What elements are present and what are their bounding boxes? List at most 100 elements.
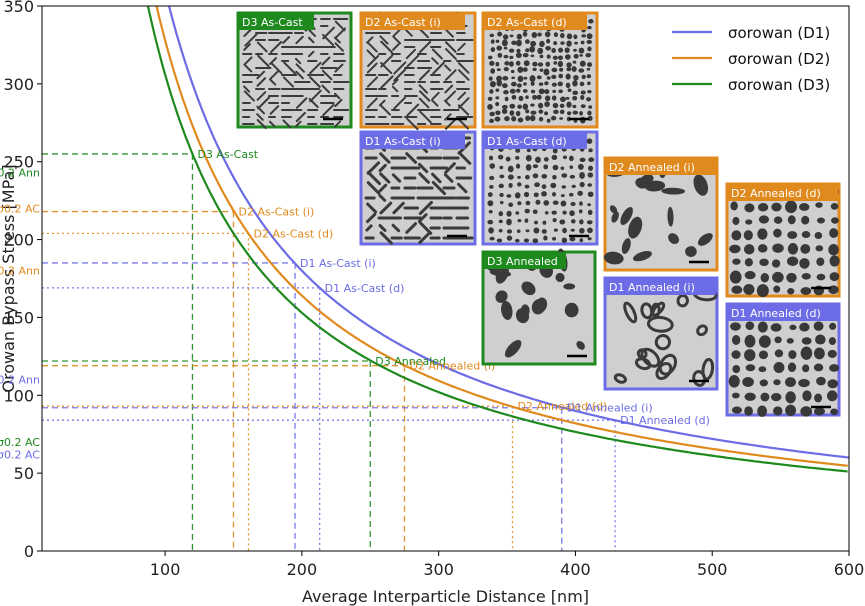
texture-mark [308, 97, 319, 109]
texture-mark [543, 235, 548, 241]
texture-mark [544, 111, 549, 116]
texture-mark [322, 33, 335, 47]
texture-mark [553, 109, 559, 115]
texture-mark [560, 41, 565, 45]
texture-mark [588, 157, 595, 163]
texture-mark [668, 233, 680, 245]
texture-mark [270, 40, 283, 54]
texture-mark [566, 40, 572, 47]
texture-mark [744, 392, 756, 401]
stress-curves [146, 6, 849, 473]
texture-mark [532, 238, 539, 244]
texture-mark [553, 228, 558, 232]
inset-title-bg [361, 13, 465, 30]
texture-mark [757, 228, 768, 240]
texture-mark [579, 172, 585, 179]
x-tick-label: 500 [697, 560, 728, 579]
texture-mark [759, 379, 768, 387]
texture-mark [366, 170, 382, 186]
texture-mark [829, 228, 839, 238]
texture-mark [522, 89, 528, 93]
texture-mark [509, 55, 514, 60]
annotation-label: D1 As-Cast (d) [325, 282, 405, 295]
texture-mark [524, 184, 530, 189]
texture-mark [578, 47, 585, 54]
texture-mark [773, 216, 783, 224]
texture-mark [378, 183, 388, 193]
texture-mark [553, 61, 558, 65]
inset-title: D1 As-Cast (d) [487, 135, 567, 148]
y-tick-label: 300 [3, 75, 34, 94]
texture-mark [504, 339, 522, 358]
texture-mark [379, 172, 391, 184]
texture-mark [525, 109, 530, 114]
texture-mark [522, 67, 528, 72]
texture-mark [654, 334, 672, 351]
texture-mark [489, 184, 494, 189]
texture-mark [495, 290, 508, 303]
texture-mark [546, 76, 551, 80]
micrograph-inset: D2 As-Cast (i) [359, 11, 477, 131]
texture-mark [256, 77, 267, 87]
texture-mark [444, 113, 452, 121]
texture-mark [489, 236, 495, 241]
texture-mark [283, 61, 296, 75]
texture-mark [800, 287, 812, 295]
texture-mark [744, 203, 755, 213]
texture-mark [564, 302, 579, 318]
texture-mark [417, 162, 429, 174]
texture-mark [551, 95, 557, 101]
micrograph-inset: D3 Annealed [481, 248, 597, 366]
texture-mark [530, 110, 537, 115]
texture-mark [532, 61, 538, 67]
micrograph-inset: D3 As-Cast [236, 11, 353, 130]
texture-mark [307, 36, 315, 44]
micrograph-inset: D1 Annealed (i) [603, 276, 719, 391]
texture-mark [658, 353, 678, 376]
texture-mark [514, 192, 521, 199]
annotation-label: D1 Annealed (i) [567, 402, 653, 415]
texture-mark [517, 201, 522, 206]
texture-mark [501, 108, 508, 115]
texture-mark [743, 283, 755, 295]
texture-mark [495, 264, 509, 284]
texture-mark [535, 199, 541, 205]
texture-mark [742, 377, 754, 388]
texture-mark [732, 364, 741, 374]
texture-mark [511, 94, 517, 100]
curve-d1 [167, 6, 849, 459]
texture-mark [522, 31, 528, 37]
texture-mark [813, 407, 826, 416]
texture-mark [489, 175, 495, 181]
texture-mark [506, 210, 512, 217]
micrograph-inset: D2 Annealed (i) [603, 156, 719, 272]
texture-mark [498, 219, 503, 224]
texture-mark [567, 88, 572, 93]
texture-mark [696, 324, 709, 337]
texture-mark [243, 85, 251, 93]
inset-title: D3 Annealed [487, 255, 558, 268]
texture-mark [787, 288, 795, 295]
texture-mark [588, 105, 593, 109]
texture-mark [814, 347, 825, 360]
texture-mark [501, 83, 508, 89]
texture-mark [579, 111, 583, 116]
texture-mark [378, 194, 387, 202]
texture-mark [366, 202, 378, 214]
texture-mark [774, 336, 782, 344]
texture-mark [744, 244, 755, 255]
texture-mark [497, 52, 503, 58]
texture-mark [243, 63, 253, 73]
texture-mark [499, 165, 504, 170]
texture-mark [535, 297, 548, 313]
texture-mark [457, 91, 467, 101]
texture-mark [586, 74, 592, 79]
texture-mark [309, 61, 322, 75]
texture-mark [532, 164, 539, 169]
texture-mark [431, 180, 447, 196]
texture-mark [406, 103, 420, 117]
texture-mark [495, 39, 500, 44]
texture-mark [525, 200, 531, 206]
texture-mark [813, 363, 824, 372]
texture-mark [269, 105, 280, 115]
